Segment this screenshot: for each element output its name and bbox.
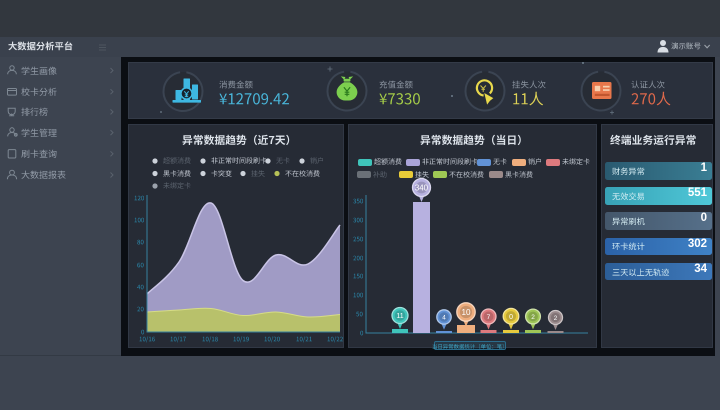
svg-text:4: 4 [442,314,446,321]
svg-text:11: 11 [396,313,403,320]
svg-text:0: 0 [509,314,513,321]
svg-text:2: 2 [554,315,558,322]
svg-text:340: 340 [415,184,429,193]
svg-text:7: 7 [487,314,491,321]
svg-text:10: 10 [461,308,471,317]
svg-text:2: 2 [531,314,535,321]
